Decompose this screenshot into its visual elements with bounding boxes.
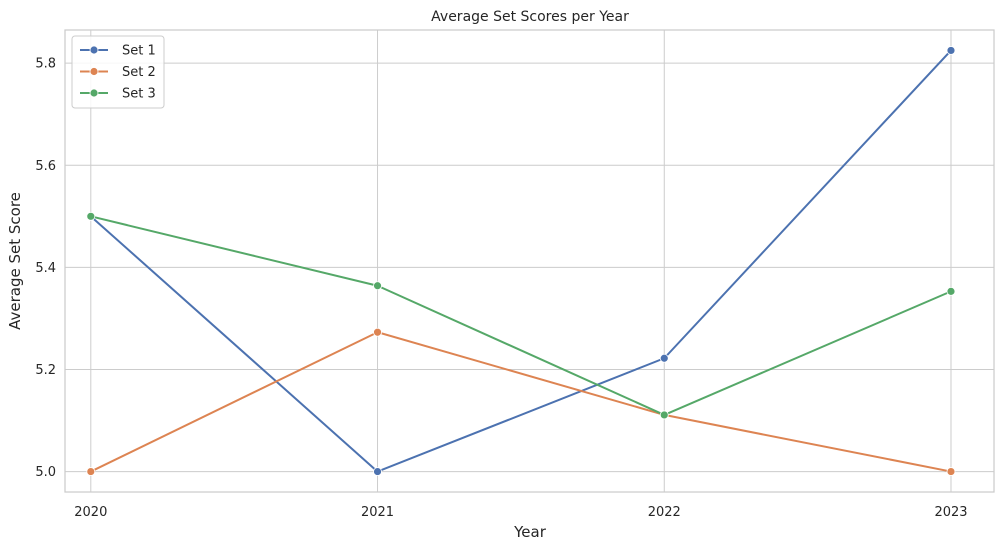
- y-tick-label: 5.2: [35, 363, 56, 378]
- legend-marker: [89, 45, 99, 55]
- x-tick-label: 2020: [74, 505, 107, 520]
- x-tick-labels: 2020 2021 2022 2023: [74, 505, 967, 520]
- legend-items: Set 1 Set 2 Set 3: [80, 44, 156, 102]
- y-tick-label: 5.6: [35, 159, 56, 174]
- legend-label: Set 1: [122, 44, 156, 59]
- legend-marker: [89, 88, 99, 98]
- data-point: [946, 286, 956, 296]
- data-point: [946, 467, 956, 476]
- data-point: [659, 410, 669, 420]
- series-3: [86, 211, 956, 420]
- x-tick-label: 2021: [361, 505, 394, 520]
- y-tick-label: 5.8: [35, 57, 56, 72]
- y-tick-label: 5.4: [35, 261, 56, 276]
- y-tick-labels: 5.0 5.2 5.4 5.6 5.8: [35, 57, 56, 480]
- legend-item: Set 3: [80, 87, 156, 102]
- data-point: [946, 46, 956, 55]
- data-point: [86, 467, 96, 476]
- data-point: [659, 353, 669, 363]
- x-tick-label: 2023: [934, 505, 967, 520]
- series-lines: [86, 46, 956, 476]
- series-line: [89, 49, 952, 473]
- x-tick-label: 2022: [648, 505, 681, 520]
- series-line: [89, 215, 952, 416]
- y-tick-label: 5.0: [35, 465, 56, 480]
- data-point: [373, 327, 382, 337]
- legend-item: Set 1: [80, 44, 156, 59]
- data-point: [373, 281, 382, 291]
- series-line: [89, 331, 952, 473]
- data-point: [86, 211, 96, 221]
- chart-title: Average Set Scores per Year: [431, 9, 629, 25]
- legend-label: Set 3: [122, 87, 156, 102]
- data-point: [373, 467, 382, 476]
- grid-lines: [65, 30, 994, 492]
- legend: Set 1 Set 2 Set 3: [71, 35, 165, 109]
- x-axis-label: Year: [513, 523, 547, 541]
- legend-item: Set 2: [80, 65, 156, 80]
- legend-label: Set 2: [122, 65, 156, 80]
- plot-frame: [64, 29, 995, 493]
- legend-marker: [89, 67, 99, 76]
- y-axis-label: Average Set Score: [6, 192, 24, 330]
